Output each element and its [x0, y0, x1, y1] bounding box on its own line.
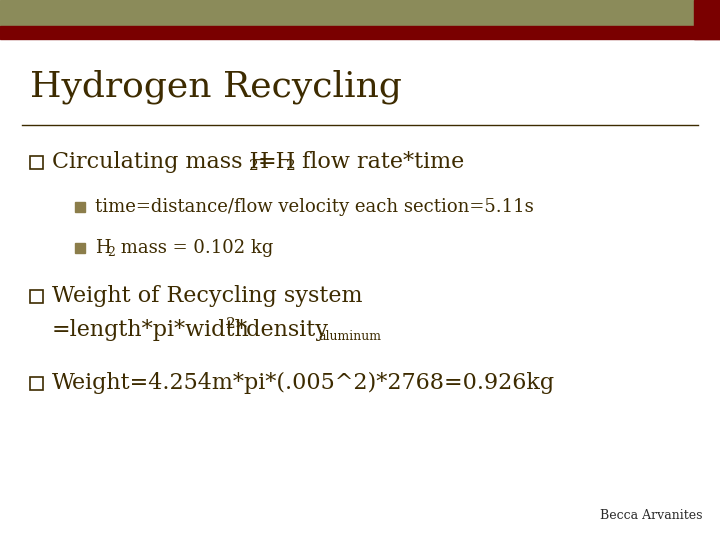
Text: Hydrogen Recycling: Hydrogen Recycling	[30, 70, 402, 105]
Text: =length*pi*width: =length*pi*width	[52, 319, 250, 341]
Text: flow rate*time: flow rate*time	[295, 151, 464, 173]
Bar	[0, 26, 720, 39]
Text: 2: 2	[226, 317, 235, 331]
Bar	[75, 243, 85, 253]
Bar	[694, 0, 720, 39]
Text: =H: =H	[258, 151, 296, 173]
Text: 2: 2	[249, 159, 258, 173]
Text: Circulating mass H: Circulating mass H	[52, 151, 269, 173]
Bar	[30, 376, 43, 389]
Bar	[75, 202, 85, 212]
Text: Weight=4.254m*pi*(.005^2)*2768=0.926kg: Weight=4.254m*pi*(.005^2)*2768=0.926kg	[52, 372, 555, 394]
Text: Becca Arvanites: Becca Arvanites	[600, 509, 702, 522]
Text: mass = 0.102 kg: mass = 0.102 kg	[115, 239, 274, 257]
Text: aluminum: aluminum	[318, 329, 381, 342]
Text: *density: *density	[236, 319, 329, 341]
Text: time=distance/flow velocity each section=5.11s: time=distance/flow velocity each section…	[95, 198, 534, 216]
Bar	[30, 156, 43, 168]
Bar	[0, 0, 720, 26]
Bar	[30, 289, 43, 302]
Text: 2: 2	[286, 159, 296, 173]
Text: 2: 2	[107, 246, 115, 259]
Text: H: H	[95, 239, 111, 257]
Text: Weight of Recycling system: Weight of Recycling system	[52, 285, 362, 307]
